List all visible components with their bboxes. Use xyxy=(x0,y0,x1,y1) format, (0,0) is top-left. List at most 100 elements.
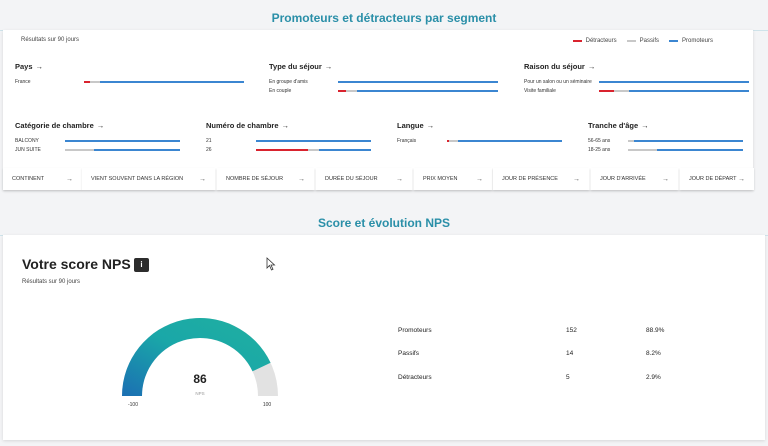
segment-row: 26 xyxy=(206,145,376,154)
segment-bar xyxy=(628,149,743,151)
card-langue[interactable]: Langue → Français xyxy=(397,121,567,145)
segment-row: Français xyxy=(397,136,567,145)
card-title: Pays → xyxy=(15,62,245,71)
segment-bar xyxy=(599,90,749,92)
pill-label: VIENT SOUVENT DANS LA RÉGION xyxy=(91,176,184,182)
gauge-max-label: 100 xyxy=(263,402,272,408)
segment-bar xyxy=(65,149,180,151)
pill-label: JOUR DE DÉPART xyxy=(689,176,737,182)
segment-row-label: 26 xyxy=(206,146,212,153)
card-pays[interactable]: Pays → France xyxy=(15,62,245,86)
legend-passives-label: Passifs xyxy=(639,38,659,44)
stat-label: Passifs xyxy=(398,350,419,357)
segment-filter-jour-depart[interactable]: JOUR DE DÉPART → xyxy=(680,168,754,190)
stat-label: Détracteurs xyxy=(398,374,432,381)
bar-promoters xyxy=(319,149,371,151)
segment-row-label: JUN SUITE xyxy=(15,146,41,153)
arrow-right-icon: → xyxy=(35,62,44,71)
bar-passives xyxy=(90,81,100,83)
legend-promoters[interactable]: Promoteurs xyxy=(668,38,713,44)
card-title-label: Type du séjour xyxy=(269,62,322,71)
segment-filter-nombre-sejour[interactable]: NOMBRE DE SÉJOUR → xyxy=(217,168,314,190)
card-tranche-age[interactable]: Tranche d'âge → 56-65 ans 18-25 ans xyxy=(588,121,758,154)
card-title-label: Langue xyxy=(397,121,424,130)
segment-row-label: Pour un salon ou un séminaire xyxy=(524,78,592,85)
segment-row-label: BALCONY xyxy=(15,137,39,144)
segment-bar xyxy=(628,140,743,142)
segment-filter-vient-souvent[interactable]: VIENT SOUVENT DANS LA RÉGION → xyxy=(82,168,215,190)
stat-label: Promoteurs xyxy=(398,327,432,334)
segment-row-label: France xyxy=(15,78,31,85)
segments-legend: Détracteurs Passifs Promoteurs xyxy=(572,38,713,44)
segment-row-label: 18-25 ans xyxy=(588,146,611,153)
segment-row-label: En groupe d'amis xyxy=(269,78,308,85)
bar-passives xyxy=(307,149,320,151)
legend-passives-swatch xyxy=(626,40,636,42)
arrow-right-icon: → xyxy=(66,175,73,183)
segment-row: Pour un salon ou un séminaire xyxy=(524,77,754,86)
arrow-right-icon: → xyxy=(96,121,105,130)
card-title: Numéro de chambre → xyxy=(206,121,376,130)
bar-promoters xyxy=(629,90,749,92)
legend-detractors-label: Détracteurs xyxy=(585,38,617,44)
segments-panel: Résultats sur 90 jours Détracteurs Passi… xyxy=(3,30,753,190)
bar-promoters xyxy=(256,140,371,142)
segment-row-label: 56-65 ans xyxy=(588,137,611,144)
stat-pct: 88.9% xyxy=(646,327,665,334)
card-numero-chambre[interactable]: Numéro de chambre → 21 26 xyxy=(206,121,376,154)
bar-promoters xyxy=(633,140,743,142)
segment-bar xyxy=(65,140,180,142)
card-title-label: Numéro de chambre xyxy=(206,121,279,130)
segment-filter-continent[interactable]: CONTINENT → xyxy=(3,168,82,190)
bar-passives xyxy=(449,140,459,142)
info-icon[interactable]: i xyxy=(134,258,149,272)
card-title-label: Catégorie de chambre xyxy=(15,121,94,130)
segment-filter-jour-presence[interactable]: JOUR DE PRÉSENCE → xyxy=(493,168,589,190)
segment-filter-duree-sejour[interactable]: DURÉE DU SÉJOUR → xyxy=(316,168,412,190)
arrow-right-icon: → xyxy=(298,175,305,183)
arrow-right-icon: → xyxy=(426,121,435,130)
gauge-unit: NPS xyxy=(195,391,204,396)
pill-label: JOUR DE PRÉSENCE xyxy=(502,176,558,182)
arrow-right-icon: → xyxy=(641,121,649,130)
card-title: Raison du séjour → xyxy=(524,62,754,71)
bar-detractors xyxy=(338,90,346,92)
nps-period: Résultats sur 90 jours xyxy=(22,279,81,285)
bar-passives xyxy=(614,90,629,92)
card-raison-sejour[interactable]: Raison du séjour → Pour un salon ou un sé… xyxy=(524,62,754,95)
segment-filter-prix-moyen[interactable]: PRIX MOYEN → xyxy=(414,168,492,190)
segment-filter-jour-arrivee[interactable]: JOUR D'ARRIVÉE → xyxy=(591,168,678,190)
segment-row-label: Français xyxy=(397,137,417,144)
nps-section-title: Score et évolution NPS xyxy=(317,216,451,230)
segment-row: 21 xyxy=(206,136,376,145)
card-title: Catégorie de chambre → xyxy=(15,121,185,130)
card-type-sejour[interactable]: Type du séjour → En groupe d'amis En coup… xyxy=(269,62,499,95)
mouse-cursor-icon xyxy=(266,257,276,271)
bar-promoters xyxy=(357,90,498,92)
stat-count: 14 xyxy=(566,350,574,357)
nps-title: Votre score NPS xyxy=(22,256,131,272)
nps-gauge: 86 NPS -100 100 xyxy=(122,317,278,408)
nps-panel xyxy=(3,235,765,440)
legend-promoters-swatch xyxy=(668,40,678,42)
legend-passives[interactable]: Passifs xyxy=(626,38,659,44)
bar-promoters xyxy=(458,140,562,142)
bar-promoters xyxy=(599,81,749,83)
card-title-label: Pays xyxy=(15,62,33,71)
segment-row: En couple xyxy=(269,86,499,95)
legend-detractors[interactable]: Détracteurs xyxy=(572,38,617,44)
arrow-right-icon: → xyxy=(476,175,483,183)
bar-promoters xyxy=(99,81,244,83)
bar-detractors xyxy=(256,149,308,151)
card-categorie-chambre[interactable]: Catégorie de chambre → BALCONY JUN SUITE xyxy=(15,121,185,154)
bar-detractors xyxy=(447,140,450,142)
pill-label: NOMBRE DE SÉJOUR xyxy=(226,176,284,182)
legend-promoters-label: Promoteurs xyxy=(681,38,713,44)
stat-count: 152 xyxy=(566,327,577,334)
arrow-right-icon: → xyxy=(573,175,580,183)
segment-row: France xyxy=(15,77,245,86)
bar-detractors xyxy=(599,90,614,92)
arrow-right-icon: → xyxy=(199,175,206,183)
segment-bar xyxy=(256,149,371,151)
card-title: Type du séjour → xyxy=(269,62,499,71)
